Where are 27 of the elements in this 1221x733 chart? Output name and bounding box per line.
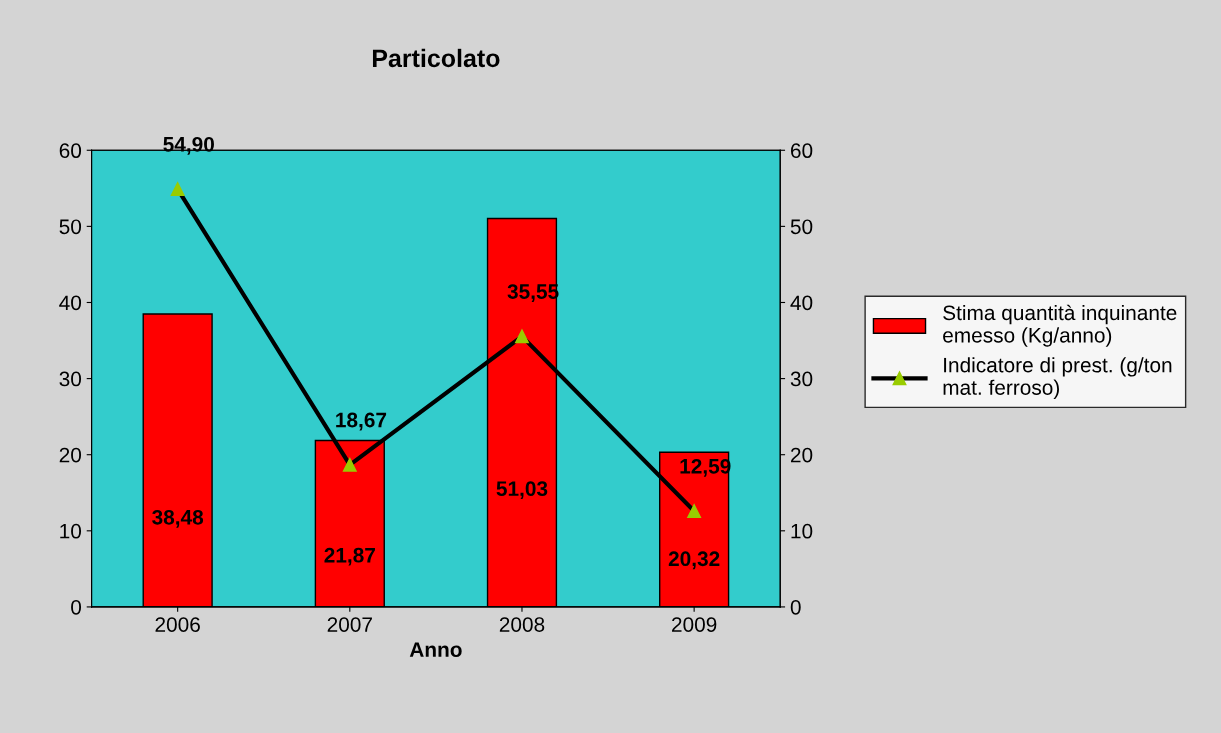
x-tick-label: 2009 — [672, 617, 717, 632]
y-tick-label: 30 — [59, 371, 82, 387]
chart-title: Particolato — [372, 48, 500, 68]
x-tick-label: 2008 — [499, 617, 545, 632]
data-label: 51,03 — [496, 481, 548, 500]
data-label: 38,48 — [152, 509, 204, 528]
y2-tick-label: 20 — [790, 447, 813, 463]
y-tick-label: 40 — [59, 295, 82, 311]
y-tick-label: 20 — [59, 447, 82, 463]
data-label: 18,67 — [336, 412, 387, 431]
data-label: 21,87 — [324, 547, 375, 566]
y-tick-label: 60 — [59, 143, 82, 159]
x-tick-label: 2006 — [155, 617, 200, 632]
legend-label: Indicatore di prest. (g/ton mat. ferroso) — [943, 357, 1172, 400]
x-tick-label: 2007 — [327, 617, 372, 632]
y-tick-label: 10 — [60, 523, 82, 539]
y2-tick-label: 40 — [790, 295, 813, 311]
data-label: 20,32 — [668, 551, 720, 570]
y-tick-label: 0 — [71, 599, 82, 615]
y2-tick-label: 60 — [791, 143, 813, 159]
y2-tick-label: 0 — [790, 599, 801, 615]
y2-tick-label: 10 — [791, 523, 813, 539]
y2-tick-label: 30 — [790, 371, 813, 387]
x-axis-title: Anno — [409, 642, 462, 657]
y-tick-label: 50 — [59, 219, 82, 235]
legend-label: Stima quantità inquinante emesso (Kg/anno) — [943, 304, 1177, 347]
y2-tick-label: 50 — [790, 219, 813, 235]
